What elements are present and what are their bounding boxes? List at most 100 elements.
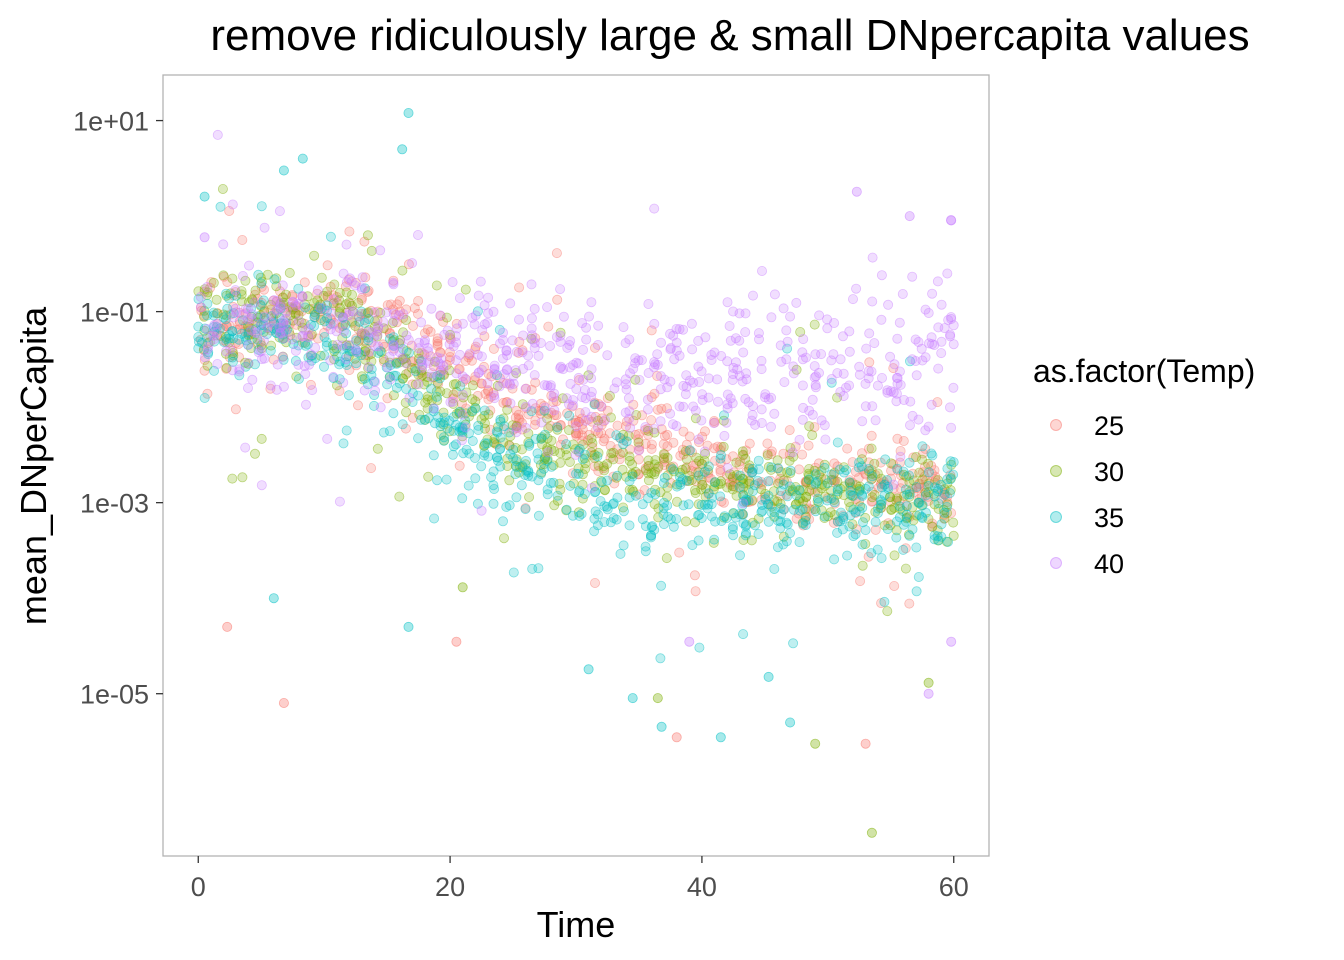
- data-point: [536, 405, 547, 416]
- data-point: [794, 537, 805, 548]
- data-point: [398, 327, 409, 338]
- data-point: [605, 412, 616, 423]
- data-point: [441, 312, 452, 323]
- data-point: [312, 288, 323, 299]
- data-point: [322, 433, 333, 444]
- data-point: [403, 334, 414, 345]
- data-point: [407, 258, 418, 269]
- data-point: [195, 302, 206, 313]
- data-point: [375, 245, 386, 256]
- data-point: [713, 479, 724, 490]
- data-point: [240, 320, 251, 331]
- data-point: [646, 392, 657, 403]
- data-point: [202, 310, 213, 321]
- data-point: [590, 506, 601, 517]
- data-point: [533, 475, 544, 486]
- data-point: [731, 473, 742, 484]
- data-point: [483, 385, 494, 396]
- data-point: [378, 339, 389, 350]
- data-point: [247, 295, 258, 306]
- data-point: [325, 307, 336, 318]
- data-point: [388, 390, 399, 401]
- data-point: [577, 424, 588, 435]
- data-point: [879, 520, 890, 531]
- data-point: [898, 469, 909, 480]
- data-point: [832, 484, 843, 495]
- data-point: [463, 411, 474, 422]
- data-point: [568, 359, 579, 370]
- data-point: [929, 477, 940, 488]
- data-point: [832, 516, 843, 527]
- data-point: [633, 469, 644, 480]
- data-point: [571, 468, 582, 479]
- data-point: [202, 289, 213, 300]
- data-point: [479, 440, 490, 451]
- data-point: [891, 532, 902, 543]
- data-point: [939, 484, 950, 495]
- data-point: [829, 510, 840, 521]
- data-point: [498, 397, 509, 408]
- data-point: [586, 373, 597, 384]
- data-point: [217, 183, 228, 194]
- data-point: [640, 541, 651, 552]
- data-point: [571, 421, 582, 432]
- data-point: [620, 374, 631, 385]
- data-point: [806, 479, 817, 490]
- data-point: [221, 321, 232, 332]
- data-point: [255, 310, 266, 321]
- data-point: [842, 550, 853, 561]
- data-point: [287, 303, 298, 314]
- data-point: [234, 307, 245, 318]
- data-point: [895, 503, 906, 514]
- data-point: [686, 466, 697, 477]
- data-point: [284, 318, 295, 329]
- data-point: [476, 378, 487, 389]
- data-point: [470, 344, 481, 355]
- data-point: [867, 252, 878, 263]
- data-point: [326, 314, 337, 325]
- data-point: [787, 484, 798, 495]
- data-point: [907, 468, 918, 479]
- data-point: [343, 274, 354, 285]
- data-point: [744, 438, 755, 449]
- data-point: [772, 463, 783, 474]
- data-point: [923, 307, 934, 318]
- data-point: [902, 512, 913, 523]
- data-point: [763, 476, 774, 487]
- data-point: [296, 317, 307, 328]
- data-point: [504, 475, 515, 486]
- data-point: [637, 499, 648, 510]
- data-point: [526, 279, 537, 290]
- data-point: [794, 484, 805, 495]
- data-point: [211, 319, 222, 330]
- data-point: [555, 457, 566, 468]
- data-point: [218, 270, 229, 281]
- data-point: [640, 465, 651, 476]
- data-point: [649, 318, 660, 329]
- data-point: [438, 432, 449, 443]
- data-point: [690, 485, 701, 496]
- data-point: [863, 443, 874, 454]
- data-point: [674, 401, 685, 412]
- data-point: [656, 580, 667, 591]
- data-point: [526, 384, 537, 395]
- data-point: [199, 352, 210, 363]
- data-point: [602, 458, 613, 469]
- data-point: [378, 354, 389, 365]
- data-point: [738, 347, 749, 358]
- data-point: [483, 451, 494, 462]
- data-point: [889, 581, 900, 592]
- data-point: [841, 382, 852, 393]
- data-point: [593, 447, 604, 458]
- data-point: [497, 516, 508, 527]
- legend-key-35: [1050, 511, 1062, 523]
- data-point: [359, 336, 370, 347]
- data-point: [362, 230, 373, 241]
- data-point: [505, 431, 516, 442]
- data-point: [876, 473, 887, 484]
- data-point: [876, 499, 887, 510]
- data-point: [596, 401, 607, 412]
- data-point: [240, 275, 251, 286]
- data-point: [391, 357, 402, 368]
- data-point: [246, 329, 257, 340]
